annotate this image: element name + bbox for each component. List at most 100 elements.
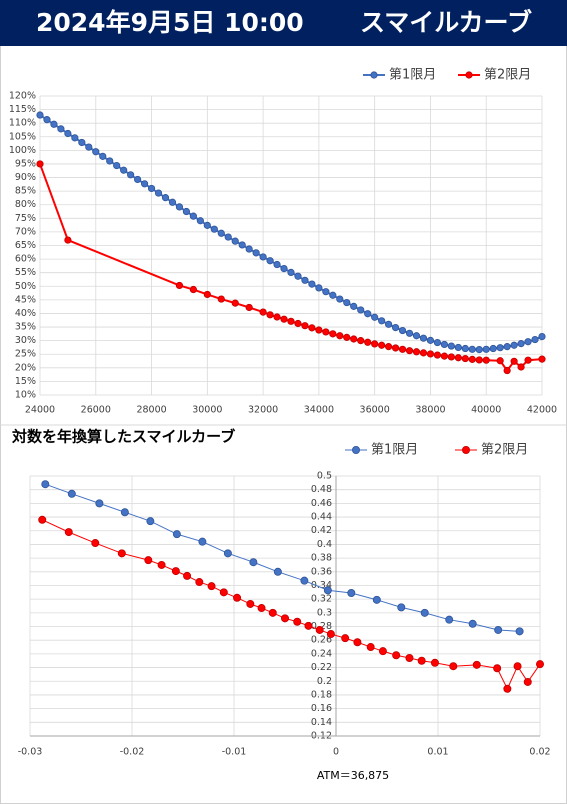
marker <box>50 120 58 128</box>
marker <box>378 317 386 325</box>
y-tick-label: 0.2 <box>317 676 332 687</box>
marker <box>168 198 177 206</box>
marker <box>171 567 180 576</box>
marker <box>350 302 358 310</box>
legend-marker <box>370 71 378 79</box>
marker <box>405 654 414 663</box>
y-tick-label: 0.32 <box>311 594 332 605</box>
marker <box>517 340 525 348</box>
marker <box>38 515 47 524</box>
marker <box>92 148 100 156</box>
y-tick-label: 10% <box>15 390 36 401</box>
x-tick-label: 36000 <box>360 405 390 416</box>
marker <box>91 539 100 548</box>
marker <box>524 338 532 346</box>
marker <box>468 355 476 363</box>
y-tick-label: 100% <box>9 145 36 156</box>
header-subtitle: スマイルカーブ <box>360 8 532 37</box>
marker <box>189 285 197 294</box>
marker <box>99 152 107 160</box>
y-tick-label: 105% <box>9 131 36 142</box>
marker <box>198 537 207 546</box>
y-tick-label: 85% <box>15 186 36 197</box>
marker <box>64 528 73 537</box>
marker <box>147 184 156 193</box>
y-tick-label: 60% <box>15 254 36 265</box>
marker <box>378 341 386 349</box>
marker <box>341 634 350 643</box>
x-tick-label: -0.03 <box>18 747 43 758</box>
marker <box>347 589 356 598</box>
y-tick-label: 95% <box>15 158 36 169</box>
marker <box>257 604 266 613</box>
y-tick-label: 0.4 <box>317 539 332 550</box>
marker <box>304 621 313 630</box>
marker <box>538 355 546 363</box>
marker <box>67 489 76 498</box>
marker <box>259 308 267 316</box>
legend-marker <box>461 445 470 454</box>
legend-label: 第2限月 <box>484 68 531 83</box>
marker <box>280 265 288 273</box>
y-tick-label: 30% <box>15 335 36 346</box>
marker <box>524 356 532 364</box>
marker <box>315 326 323 334</box>
y-tick-label: 0.16 <box>311 703 332 714</box>
x-tick-label: 42000 <box>527 405 557 416</box>
y-tick-label: 15% <box>15 376 36 387</box>
x-tick-label: 30000 <box>192 405 222 416</box>
marker <box>510 357 518 365</box>
marker <box>447 342 455 350</box>
marker <box>120 166 128 174</box>
x-tick-label: -0.01 <box>222 747 247 758</box>
marker <box>398 326 407 335</box>
marker <box>503 343 511 351</box>
x-tick-label: 34000 <box>304 405 334 416</box>
marker <box>189 212 197 220</box>
marker <box>357 306 365 314</box>
marker <box>43 116 51 124</box>
marker <box>231 299 239 307</box>
marker <box>417 656 426 665</box>
marker <box>426 350 435 358</box>
marker <box>238 241 246 249</box>
marker <box>430 658 439 667</box>
marker <box>273 313 281 321</box>
marker <box>64 236 72 244</box>
marker <box>538 332 546 341</box>
marker <box>315 284 323 292</box>
marker <box>419 349 428 357</box>
marker <box>447 353 455 361</box>
marker <box>385 343 393 351</box>
marker <box>322 288 330 296</box>
x-tick-label: 28000 <box>136 405 166 416</box>
marker <box>219 588 228 597</box>
y-tick-label: 50% <box>15 281 36 292</box>
y-tick-label: 0.26 <box>311 635 332 646</box>
marker <box>372 595 381 604</box>
marker <box>461 354 469 363</box>
y-tick-label: 110% <box>9 118 36 129</box>
marker <box>273 567 282 576</box>
x-tick-label: 32000 <box>248 405 278 416</box>
marker <box>113 161 121 170</box>
series-line <box>45 483 520 632</box>
marker <box>391 323 400 332</box>
marker <box>468 619 477 628</box>
marker <box>175 203 184 211</box>
marker <box>513 662 522 671</box>
marker <box>78 138 86 147</box>
marker <box>95 499 104 508</box>
marker <box>64 129 72 138</box>
marker <box>449 662 458 671</box>
marker <box>536 660 545 669</box>
y-tick-label: 0.48 <box>311 484 332 495</box>
y-tick-label: 25% <box>15 349 36 360</box>
marker <box>482 345 490 353</box>
marker <box>217 295 225 303</box>
marker <box>293 617 302 626</box>
y-tick-label: 0.42 <box>311 525 332 536</box>
y-tick-label: 75% <box>15 213 36 224</box>
marker <box>233 593 242 602</box>
marker <box>405 347 414 355</box>
